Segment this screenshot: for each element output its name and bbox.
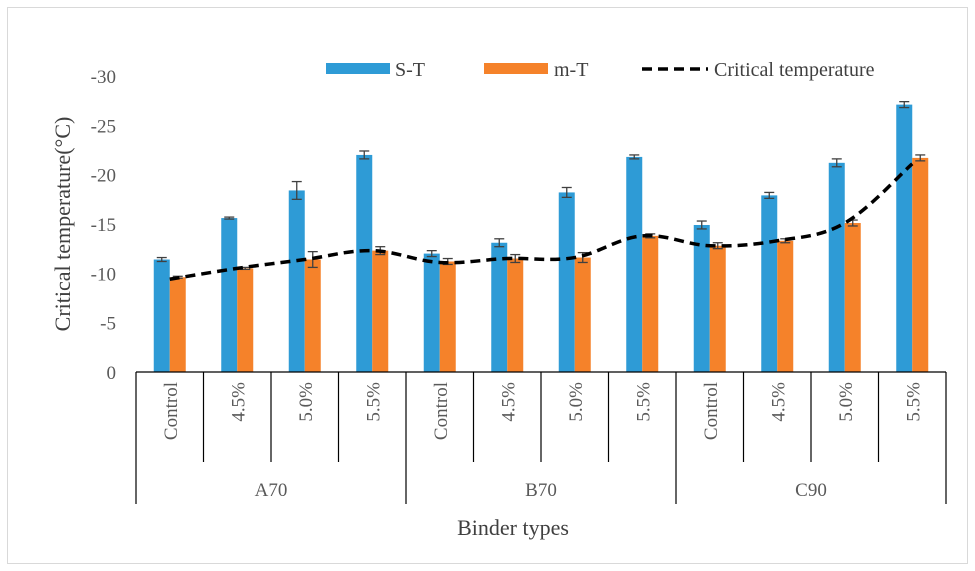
bar-s-t <box>558 192 575 372</box>
bar-m-t <box>777 240 794 372</box>
bar-s-t <box>356 154 373 372</box>
y-tick-label: -30 <box>91 67 116 88</box>
bars <box>153 104 929 372</box>
bar-m-t <box>844 223 861 372</box>
y-tick-label: -25 <box>91 116 116 137</box>
x-tick-label: 5.5% <box>903 382 924 422</box>
y-tick-label: -20 <box>91 166 116 187</box>
y-axis-title: Critical temperature(°C) <box>50 117 75 332</box>
error-bars <box>156 101 926 279</box>
x-tick-label: Control <box>431 382 452 440</box>
y-tick-label: -10 <box>91 264 116 285</box>
legend: S-T m-T Critical temperature <box>326 59 875 81</box>
bar-s-t <box>153 259 170 372</box>
bar-m-t <box>912 157 929 372</box>
x-tick-label: Control <box>161 382 182 440</box>
legend-swatch-s-t <box>326 63 390 74</box>
bar-m-t <box>237 268 254 372</box>
x-tick-label: 4.5% <box>498 382 519 422</box>
x-tick-label: 4.5% <box>228 382 249 422</box>
y-axis: 0 -5 -10 -15 -20 -25 -30 <box>91 67 116 384</box>
bar-s-t <box>828 162 845 372</box>
legend-label-s-t: S-T <box>395 59 425 81</box>
y-tick-label: -15 <box>91 215 116 236</box>
bar-s-t <box>288 190 305 372</box>
x-tick-label: 4.5% <box>768 382 789 422</box>
x-tick-label: 5.0% <box>296 382 317 422</box>
bar-m-t <box>169 277 186 372</box>
y-tick-label: 0 <box>107 363 117 384</box>
x-tick-label: 5.5% <box>363 382 384 422</box>
bar-s-t <box>626 156 643 372</box>
bar-m-t <box>642 235 659 372</box>
x-group-label: A70 <box>255 480 288 501</box>
x-tick-label: 5.0% <box>836 382 857 422</box>
x-tick-label: Control <box>701 382 722 440</box>
x-tick-label: 5.0% <box>566 382 587 422</box>
x-group-label: B70 <box>525 480 557 501</box>
bar-s-t <box>423 253 440 372</box>
bar-s-t <box>221 218 238 372</box>
x-group-label: C90 <box>795 480 827 501</box>
critical-temperature-line <box>169 162 914 281</box>
legend-swatch-m-t <box>484 63 548 74</box>
bar-m-t <box>439 261 456 372</box>
x-axis-title: Binder types <box>457 515 569 540</box>
legend-label-m-t: m-T <box>554 59 588 81</box>
bar-m-t <box>574 257 591 372</box>
y-tick-label: -5 <box>100 314 116 335</box>
bar-m-t <box>507 258 524 372</box>
legend-label-critical-temperature: Critical temperature <box>714 59 875 81</box>
bar-s-t <box>896 104 913 372</box>
bar-m-t <box>372 250 389 372</box>
x-tick-label: 5.5% <box>633 382 654 422</box>
bar-m-t <box>304 259 321 372</box>
bar-m-t <box>709 245 726 372</box>
bar-s-t <box>491 242 508 372</box>
x-axis: Control 4.5% 5.0% 5.5% Control 4.5% 5.0% 5.5% Co… <box>135 371 947 504</box>
bar-s-t <box>693 224 710 372</box>
bar-s-t <box>761 195 778 372</box>
critical-temperature-series <box>169 162 914 281</box>
